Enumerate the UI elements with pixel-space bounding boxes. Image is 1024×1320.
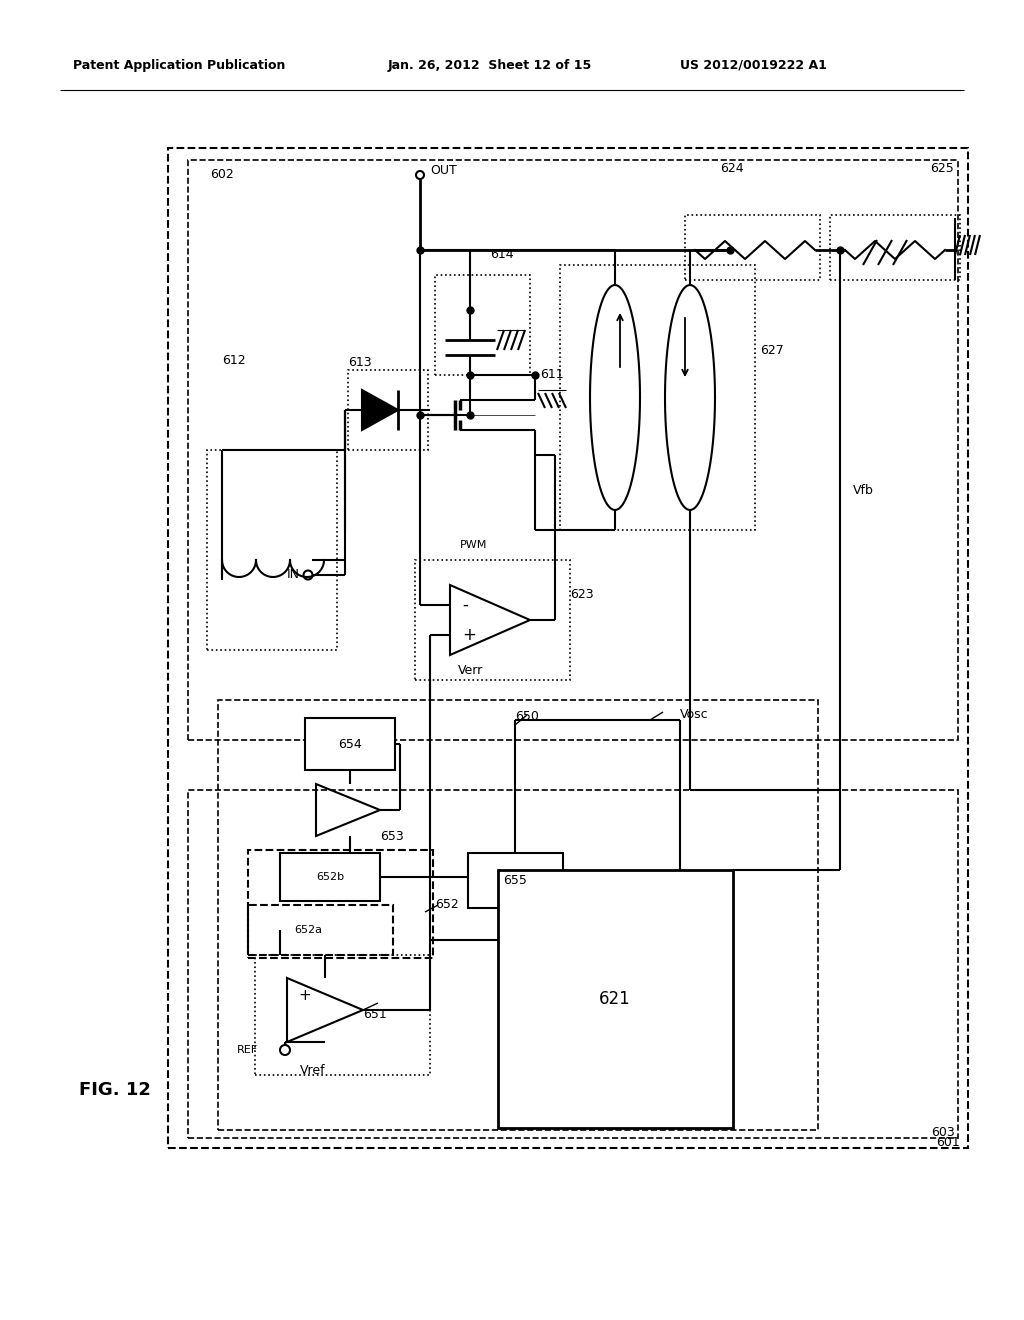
Text: 650: 650	[515, 710, 539, 722]
Text: -: -	[462, 597, 468, 614]
Text: Jan. 26, 2012  Sheet 12 of 15: Jan. 26, 2012 Sheet 12 of 15	[388, 58, 592, 71]
Bar	[248, 906, 393, 954]
Text: 627: 627	[760, 343, 783, 356]
Bar	[685, 215, 820, 280]
Bar	[415, 560, 570, 680]
Text: Vosc: Vosc	[680, 709, 709, 722]
Bar	[168, 148, 968, 1148]
Bar	[498, 870, 733, 1129]
Bar	[207, 450, 337, 649]
Text: 624: 624	[720, 161, 743, 174]
Text: 612: 612	[222, 354, 246, 367]
Bar	[188, 789, 958, 1138]
Text: +: +	[462, 626, 476, 644]
Bar	[468, 853, 563, 908]
Text: 653: 653	[380, 829, 403, 842]
Text: 652a: 652a	[294, 925, 322, 935]
Text: PWM: PWM	[460, 540, 487, 550]
Text: 623: 623	[570, 589, 594, 602]
Text: 654: 654	[338, 738, 361, 751]
Bar	[280, 853, 380, 902]
Text: 652: 652	[435, 899, 459, 912]
Text: 655: 655	[503, 874, 527, 887]
Text: 652b: 652b	[316, 873, 344, 882]
Text: +: +	[299, 987, 311, 1002]
Text: 611: 611	[540, 368, 563, 381]
Polygon shape	[362, 389, 398, 430]
Text: 651: 651	[362, 1008, 387, 1022]
Bar	[305, 718, 395, 770]
Text: 602: 602	[210, 168, 233, 181]
Text: US 2012/0019222 A1: US 2012/0019222 A1	[680, 58, 826, 71]
Text: 614: 614	[490, 248, 514, 261]
Bar	[218, 700, 818, 1130]
Bar	[830, 215, 961, 280]
Text: REF: REF	[237, 1045, 258, 1055]
Text: OUT: OUT	[430, 164, 457, 177]
Text: 603: 603	[931, 1126, 955, 1139]
Text: Verr: Verr	[458, 664, 483, 676]
Text: 613: 613	[348, 356, 372, 370]
Text: Vref: Vref	[300, 1064, 326, 1077]
Text: 601: 601	[936, 1137, 961, 1150]
Bar	[188, 160, 958, 741]
Text: Patent Application Publication: Patent Application Publication	[73, 58, 286, 71]
Text: 625: 625	[930, 161, 953, 174]
Bar	[255, 954, 430, 1074]
Bar	[248, 850, 433, 958]
Bar	[348, 370, 428, 450]
Text: Vfb: Vfb	[853, 483, 873, 496]
Bar	[435, 275, 530, 375]
Bar	[560, 265, 755, 531]
Text: IN: IN	[287, 569, 300, 582]
Text: FIG. 12: FIG. 12	[79, 1081, 151, 1100]
Text: 621: 621	[599, 990, 631, 1008]
